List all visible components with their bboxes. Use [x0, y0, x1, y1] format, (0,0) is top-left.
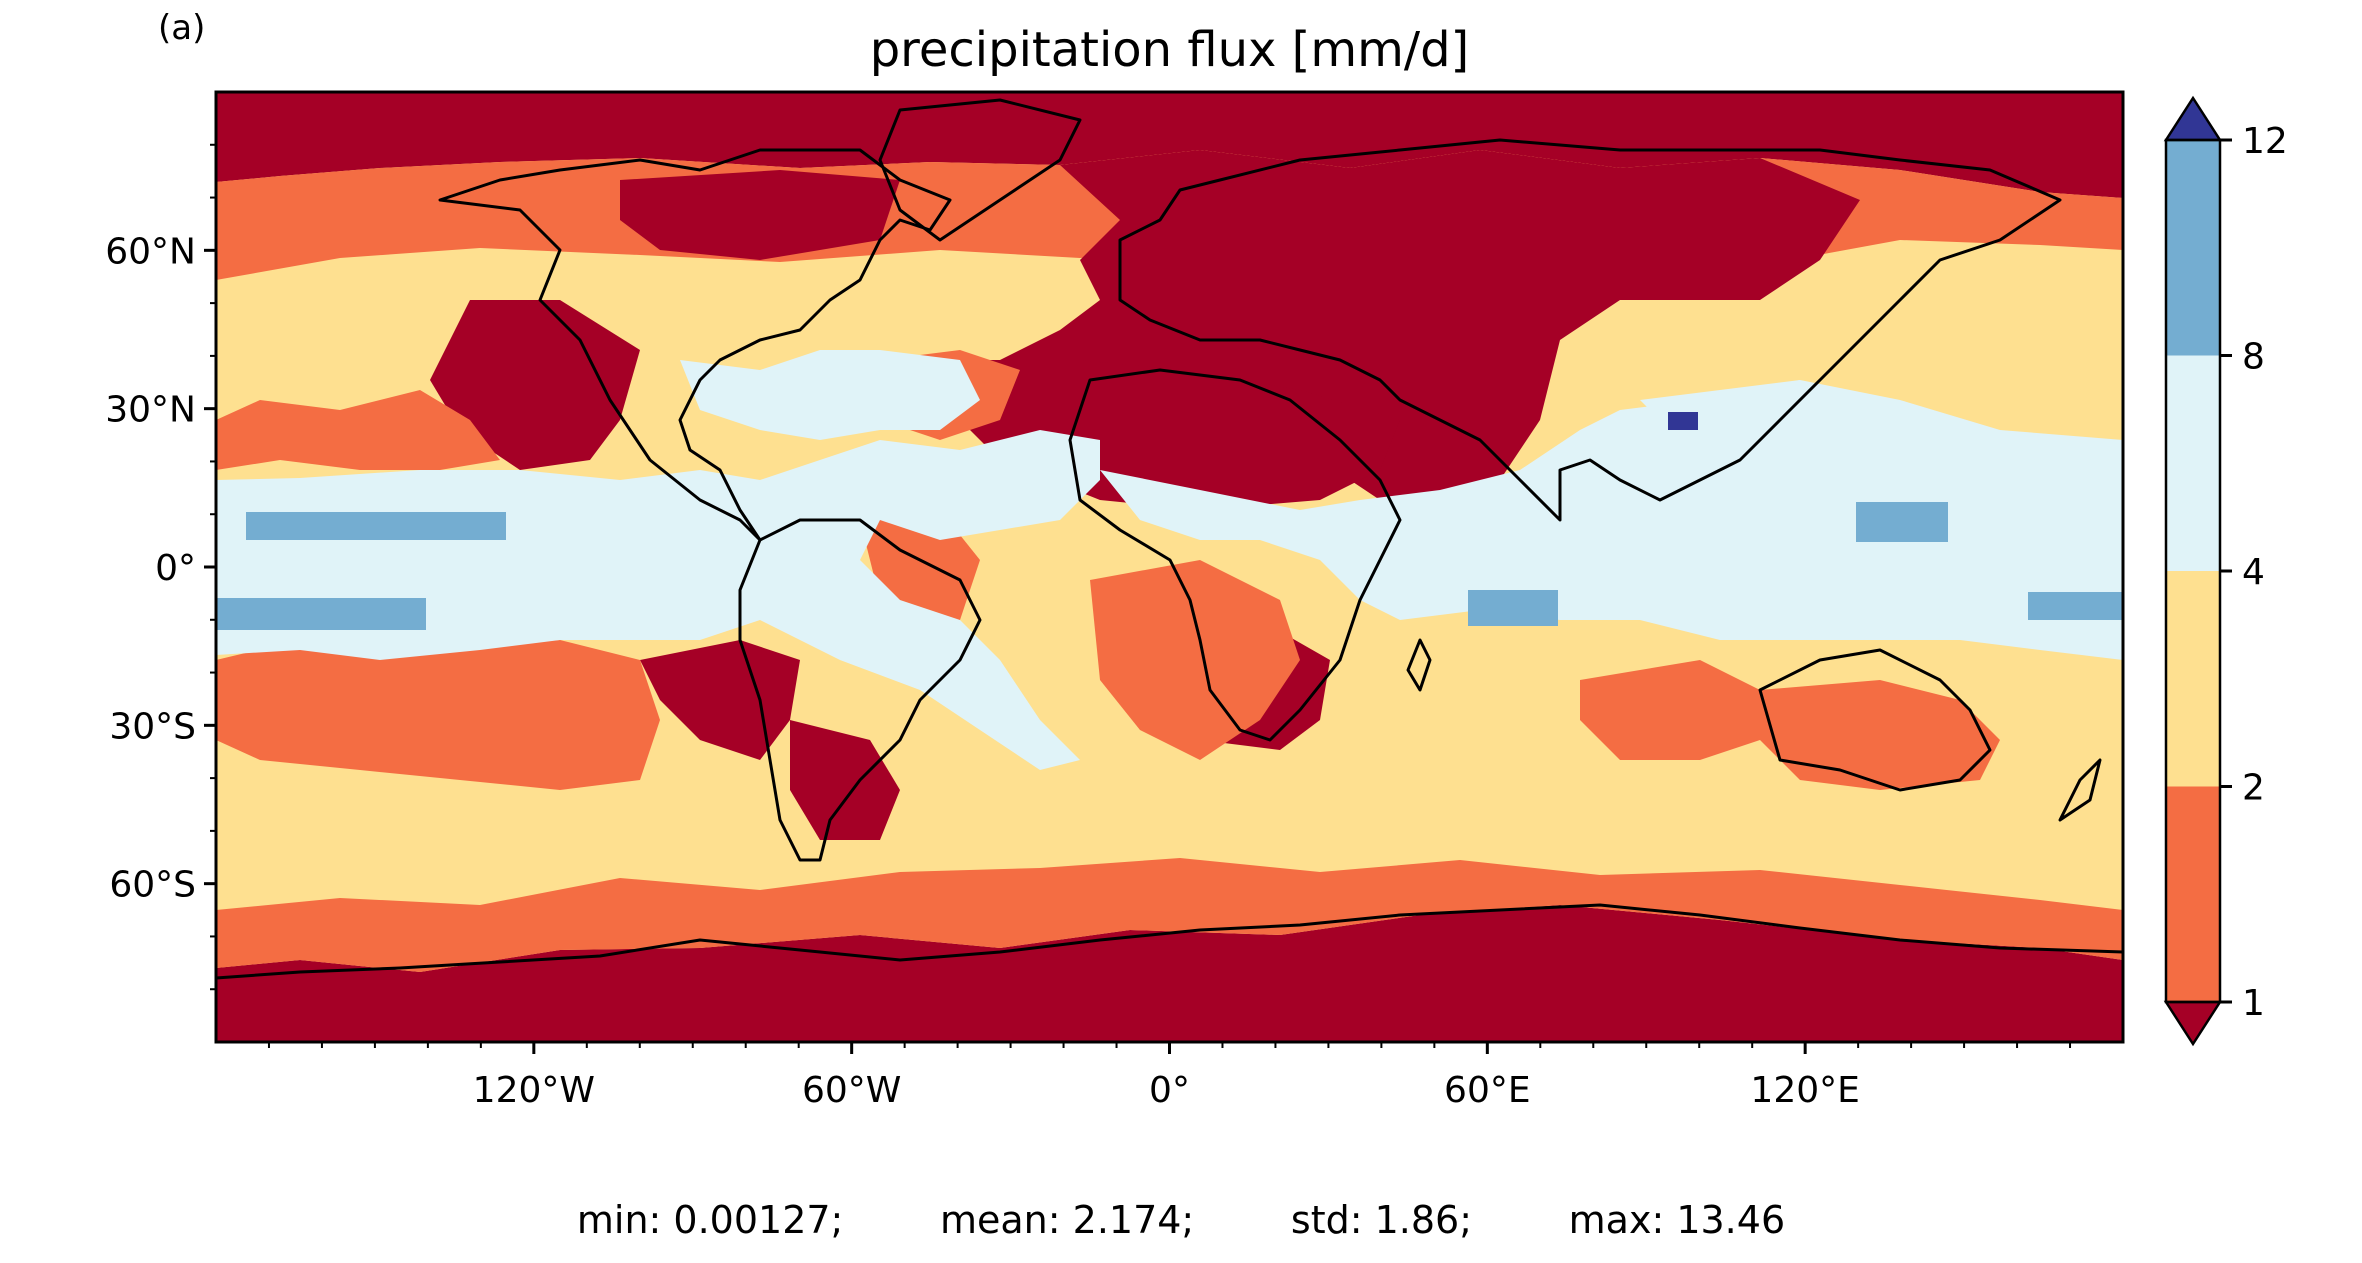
coast-madagascar — [1406, 638, 1432, 692]
field-spac-orange — [216, 640, 660, 790]
field-spcz-strong — [216, 598, 426, 630]
stat-max: max: 13.46 — [1568, 1198, 1786, 1242]
field-satl-orange — [1090, 560, 1300, 760]
field-arctic-dry — [216, 92, 2123, 198]
field-far-wpac-strong — [2028, 592, 2123, 620]
lon-tick-label: 120°W — [473, 1070, 595, 1111]
field-aus-orange — [1760, 680, 2000, 790]
field-sw-na-dry — [430, 300, 640, 470]
colorbar-tick-label: 8 — [2242, 337, 2265, 378]
colorbar-extend-max — [2163, 95, 2223, 142]
stat-min: min: 0.00127; — [576, 1198, 844, 1242]
field-extreme-rain — [1668, 412, 1698, 430]
summary-stats: min: 0.00127; mean: 2.174; std: 1.86; ma… — [0, 1198, 2362, 1242]
field-nh-gulfstream-wet — [680, 350, 980, 440]
longitude-axis: 120°W 60°W 0° 60°E 120°E — [267, 1042, 2072, 1111]
colorbar-segment — [2166, 140, 2220, 356]
lat-tick-label: 30°S — [109, 706, 196, 747]
lon-tick-label: 120°E — [1750, 1070, 1859, 1111]
coast-antarctica — [216, 903, 2123, 980]
colorbar-segment — [2166, 571, 2220, 787]
coast-south-america — [738, 518, 982, 862]
coast-eurasia — [1118, 138, 2062, 522]
field-se-pacific-dry — [640, 640, 800, 760]
colorbar-tick-label: 2 — [2242, 768, 2265, 809]
lat-tick-label: 60°N — [105, 231, 196, 272]
field-indowarm-wet — [1100, 380, 2123, 660]
latitude-axis: 60°N 30°N 0° 30°S 60°S — [105, 143, 216, 991]
panel-label: (a) — [158, 8, 206, 48]
field-sind-orange — [1580, 660, 1780, 760]
lon-tick-label: 60°E — [1444, 1070, 1531, 1111]
lat-tick-label: 60°S — [109, 865, 196, 906]
field-npac-orange — [216, 390, 500, 470]
lon-tick-label: 60°W — [802, 1070, 901, 1111]
coast-africa — [1068, 368, 1402, 742]
field-canada-dry — [620, 170, 900, 260]
lat-tick-label: 30°N — [105, 390, 196, 431]
field-sh-high-orange — [216, 858, 2123, 972]
field-patagonia-dry — [790, 720, 900, 840]
coast-greenland — [878, 98, 1082, 242]
colorbar-tick-label: 4 — [2242, 552, 2265, 593]
colorbar-tick-label: 1 — [2242, 983, 2265, 1024]
coast-north-america — [438, 148, 952, 542]
field-indian-strong — [1468, 590, 1558, 626]
colorbar-segment — [2166, 355, 2220, 571]
colorbar-segment — [2166, 786, 2220, 1002]
map-field — [216, 92, 2123, 1042]
lat-tick-label: 0° — [155, 548, 196, 589]
field-antarctic-dry — [216, 905, 2123, 1042]
colorbar-tick-label: 12 — [2242, 121, 2288, 162]
lon-tick-label: 0° — [1149, 1070, 1190, 1111]
stat-mean: mean: 2.174; — [940, 1198, 1195, 1242]
colorbar-extend-min — [2163, 1000, 2223, 1047]
coast-australia — [1758, 648, 1992, 792]
stat-std: std: 1.86; — [1290, 1198, 1473, 1242]
field-epac-itcz-strong — [246, 512, 506, 540]
map-title: precipitation flux [mm/d] — [869, 22, 1470, 78]
coast-new-zealand — [2058, 758, 2102, 822]
field-wpac-strong — [1856, 502, 1948, 542]
coastlines — [216, 98, 2123, 980]
